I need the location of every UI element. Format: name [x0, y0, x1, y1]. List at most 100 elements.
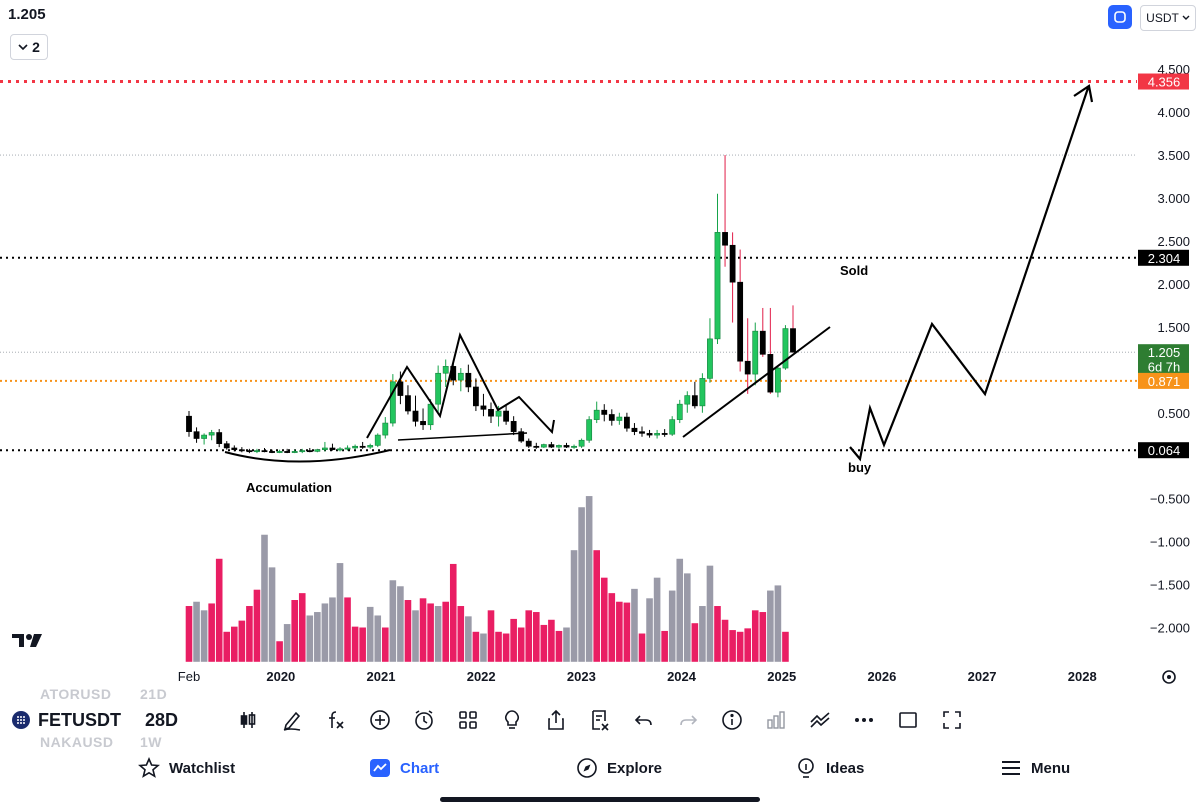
- volume-bar: [382, 627, 389, 662]
- volume-bar: [600, 577, 608, 662]
- candle-body: [276, 451, 283, 453]
- chevron-down-icon: [1182, 15, 1190, 20]
- candle-body: [472, 386, 479, 407]
- volume-bar: [434, 606, 442, 662]
- candle-body: [684, 395, 691, 405]
- double-top-zigzag[interactable]: [366, 332, 555, 439]
- volume-bar: [404, 600, 412, 662]
- volume-bar: [578, 507, 585, 662]
- ideas-bulb-icon[interactable]: [490, 702, 534, 738]
- volume-bar: [525, 610, 533, 662]
- candle-body: [722, 232, 728, 246]
- y-tick-label: −1.000: [1150, 535, 1190, 550]
- redo-icon[interactable]: [666, 702, 710, 738]
- volume-bar: [268, 567, 276, 662]
- candle-body: [367, 445, 374, 448]
- price-label-box: [1138, 358, 1189, 375]
- ghost-symbol-below[interactable]: NAKAUSD: [40, 734, 114, 750]
- arrow-head[interactable]: [1073, 84, 1094, 103]
- user-drawings[interactable]: [224, 84, 1094, 463]
- tab-menu[interactable]: Menu: [999, 756, 1070, 780]
- volume-bar: [517, 627, 525, 662]
- volume-bar: [721, 619, 729, 662]
- volume-bar: [427, 603, 434, 662]
- price-axis[interactable]: 4.500 4.000 3.500 3.000 2.500 2.000 1.500 0.500…: [1150, 62, 1190, 635]
- candle-body: [488, 409, 494, 417]
- volume-bar: [449, 563, 457, 662]
- volume-bar: [412, 610, 419, 662]
- currency-selector[interactable]: USDT: [1140, 5, 1196, 31]
- candle-body: [699, 378, 706, 407]
- share-icon[interactable]: [534, 702, 578, 738]
- volume-bar: [736, 631, 744, 662]
- volume-bar: [298, 593, 306, 662]
- symbol-name: FETUSDT: [38, 709, 121, 730]
- volume-bar: [555, 630, 563, 662]
- x-tick-label: 2028: [1068, 669, 1097, 684]
- candle-body: [586, 419, 593, 441]
- collapse-count: 2: [32, 39, 40, 55]
- tab-explore-label: Explore: [607, 759, 663, 777]
- collapse-indicators-button[interactable]: 2: [10, 34, 48, 60]
- compare-icon[interactable]: [798, 702, 842, 738]
- volume-bar: [374, 615, 382, 662]
- fullscreen-rect-icon[interactable]: [886, 702, 930, 738]
- tab-ideas[interactable]: Ideas: [794, 756, 864, 780]
- bottom-toolbar: FETUSDT 28D: [0, 700, 1200, 740]
- ghost-symbol-above[interactable]: ATORUSD: [40, 686, 112, 702]
- clear-drawings-icon[interactable]: [578, 702, 622, 738]
- candle-body: [548, 444, 555, 448]
- candle-body: [782, 328, 789, 369]
- tab-explore[interactable]: Explore: [575, 756, 662, 780]
- candle-body: [744, 360, 751, 375]
- accumulation-label: Accumulation: [246, 480, 332, 495]
- expand-icon[interactable]: [930, 702, 974, 738]
- price-chart[interactable]: Accumulation Sold buy 4.500 4.000 3.500 3.0…: [0, 0, 1200, 700]
- interval-selector[interactable]: 28D: [145, 709, 179, 730]
- volume-bar: [480, 633, 487, 662]
- layouts-grid-icon[interactable]: [446, 702, 490, 738]
- candle-body: [457, 372, 464, 381]
- volume-bar: [767, 590, 774, 662]
- projection-path[interactable]: [849, 87, 1090, 462]
- info-icon[interactable]: [710, 702, 754, 738]
- undo-icon[interactable]: [622, 702, 666, 738]
- candle-body: [623, 416, 630, 429]
- candle-body: [186, 415, 192, 432]
- x-tick-label: 2020: [266, 669, 295, 684]
- volume-bar: [593, 550, 600, 662]
- volume-bar: [442, 601, 449, 662]
- candle-body: [208, 432, 215, 436]
- volume-bars-icon[interactable]: [754, 702, 798, 738]
- volume-bar: [782, 631, 789, 662]
- base-trendline[interactable]: [682, 326, 831, 438]
- price-label-box: [1138, 249, 1189, 266]
- volume-bar: [246, 606, 253, 662]
- volume-bar: [495, 631, 502, 662]
- draw-brush-icon[interactable]: [270, 702, 314, 738]
- home-indicator: [440, 797, 760, 802]
- more-icon[interactable]: [842, 702, 886, 738]
- indicators-fx-icon[interactable]: [314, 702, 358, 738]
- tab-watchlist[interactable]: Watchlist: [137, 756, 235, 780]
- volume-bar: [200, 610, 208, 662]
- volume-bar: [208, 603, 215, 662]
- candle-body: [223, 443, 230, 449]
- chart-sync-button[interactable]: [1108, 5, 1132, 29]
- tab-chart[interactable]: Chart: [368, 756, 439, 780]
- volume-bar: [185, 606, 193, 662]
- x-tick-label: 2027: [968, 669, 997, 684]
- time-axis[interactable]: Feb 2020 2021 2022 2023 2024 2025 2026 2027 2028: [178, 669, 1097, 684]
- axis-settings-icon[interactable]: [1162, 670, 1176, 684]
- volume-bar: [329, 597, 336, 662]
- candles-icon[interactable]: [226, 702, 270, 738]
- candle-body: [691, 395, 698, 407]
- accumulation-arc[interactable]: [224, 449, 391, 463]
- y-tick-label: 1.500: [1157, 320, 1190, 335]
- add-icon[interactable]: [358, 702, 402, 738]
- alert-clock-icon[interactable]: [402, 702, 446, 738]
- candle-body: [269, 451, 275, 453]
- candle-body: [337, 448, 343, 451]
- symbol-selector[interactable]: FETUSDT: [12, 710, 121, 731]
- neckline[interactable]: [397, 432, 528, 441]
